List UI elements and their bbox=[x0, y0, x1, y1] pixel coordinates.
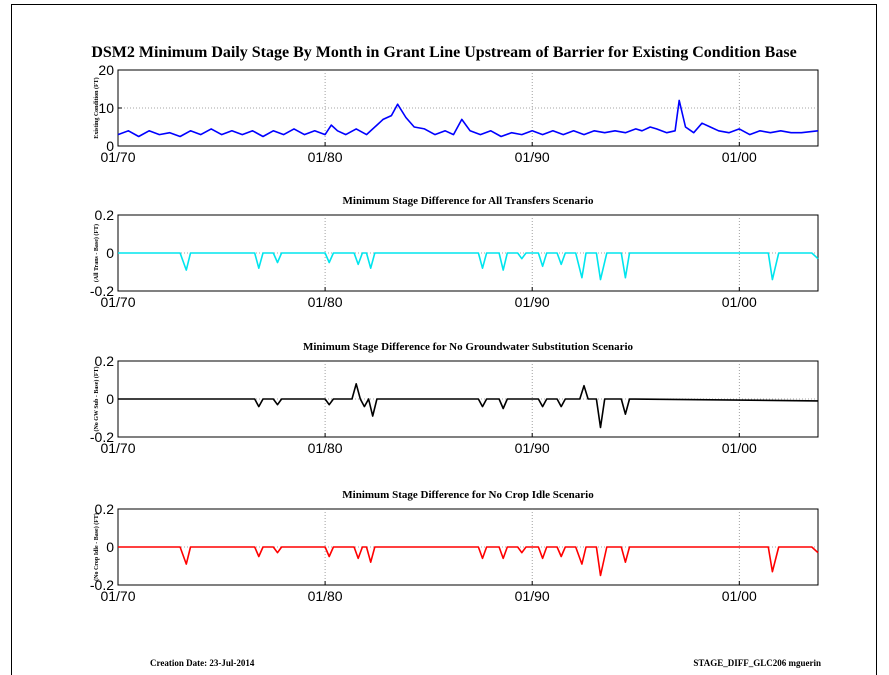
chart-panel-3: 01/70 01/80 01/90 01/00 0.2 0 -0.2(No GW Sub -… bbox=[90, 341, 819, 456]
x-tick-label: 01/90 bbox=[515, 588, 550, 604]
series-line bbox=[118, 252, 819, 281]
series-line bbox=[118, 382, 819, 429]
panel-title: Minimum Stage Difference for No Crop Idl… bbox=[342, 489, 594, 501]
y-tick-label: 0 bbox=[106, 138, 114, 154]
y-tick-label: -0.2 bbox=[90, 429, 114, 445]
y-tick-label: 20 bbox=[98, 62, 114, 78]
x-tick-label: 01/80 bbox=[308, 588, 343, 604]
y-tick-label: 10 bbox=[98, 100, 114, 116]
series-line bbox=[118, 546, 819, 577]
page-title: DSM2 Minimum Daily Stage By Month in Gra… bbox=[91, 44, 797, 61]
x-tick-label: 01/00 bbox=[722, 294, 757, 310]
file-label: STAGE_DIFF_GLC206 mguerin bbox=[693, 658, 821, 668]
x-tick-label: 01/00 bbox=[722, 588, 757, 604]
y-axis-label: (No Crop Idle - Base) (FT) bbox=[93, 513, 100, 581]
plot-area bbox=[117, 69, 819, 147]
x-tick-label: 01/80 bbox=[308, 294, 343, 310]
x-tick-label: 01/90 bbox=[515, 440, 550, 456]
x-tick-label: 01/70 bbox=[100, 294, 135, 310]
y-tick-label: 0.2 bbox=[95, 501, 115, 517]
y-axis-label: Existing Condition (FT) bbox=[93, 77, 100, 138]
y-tick-label: 0 bbox=[106, 245, 114, 261]
y-tick-label: 0 bbox=[106, 539, 114, 555]
x-tick-label: 01/90 bbox=[515, 149, 550, 165]
x-tick-label: 01/90 bbox=[515, 294, 550, 310]
panel-title: Minimum Stage Difference for No Groundwa… bbox=[303, 341, 634, 353]
y-axis-label: (No GW Sub - Base) (FT) bbox=[93, 366, 100, 431]
x-tick-label: 01/70 bbox=[100, 149, 135, 165]
y-tick-label: 0.2 bbox=[95, 353, 115, 369]
chart-panel-1: 01/70 01/80 01/90 01/00 20 10 0 Existing Condit… bbox=[93, 62, 819, 165]
creation-date-label: Creation Date: 23-Jul-2014 bbox=[150, 658, 255, 668]
series-line bbox=[117, 99, 819, 138]
y-axis-label: (All Trans - Base) (FT) bbox=[93, 224, 100, 282]
x-tick-label: 01/80 bbox=[308, 440, 343, 456]
y-tick-label: 0.2 bbox=[95, 207, 115, 223]
x-tick-label: 01/70 bbox=[100, 588, 135, 604]
chart-panel-2: 01/70 01/80 01/90 01/00 0.2 0 -0.2(All Trans -… bbox=[90, 195, 819, 310]
y-tick-label: -0.2 bbox=[90, 283, 114, 299]
y-tick-label: -0.2 bbox=[90, 577, 114, 593]
x-tick-label: 01/70 bbox=[100, 440, 135, 456]
y-tick-label: 0 bbox=[106, 391, 114, 407]
x-tick-label: 01/00 bbox=[722, 149, 757, 165]
panel-title: Minimum Stage Difference for All Transfe… bbox=[343, 195, 594, 207]
x-tick-label: 01/00 bbox=[722, 440, 757, 456]
chart-panel-4: 01/70 01/80 01/90 01/00 0.2 0 -0.2(No Crop Idl… bbox=[90, 489, 819, 604]
x-tick-label: 01/80 bbox=[308, 149, 343, 165]
